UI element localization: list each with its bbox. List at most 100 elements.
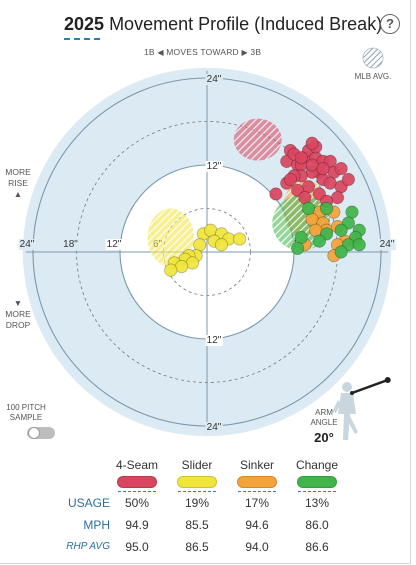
pitch-point-4-seam [283,172,297,187]
pitch-point-change [312,234,326,248]
more-drop-label: ▼ MORE DROP [3,298,33,331]
pitch-point-slider [233,232,247,246]
tick-label-bg [62,239,80,250]
pitch-toggle-sinker[interactable] [237,476,277,488]
usage-slider: 19% [184,496,210,510]
arm-angle-value: 20° [314,430,334,445]
pitch-point-4-seam [341,172,355,187]
rhp-avg-change: 86.6 [305,540,329,554]
pill-underline [118,491,156,492]
mlb-avg-icon [362,47,384,69]
pitch-point-change [320,201,334,216]
tick-label-bg [105,239,123,250]
usage-sinker: 17% [244,496,270,510]
pitcher-head [342,382,352,392]
more-rise-line-1: MORE [5,167,31,177]
pitch-point-4-seam [316,162,330,176]
mlb-avg-4-seam [233,118,282,161]
pitch-point-4-seam [269,187,283,201]
toggle-knob [28,427,40,439]
mph-slider: 85.5 [185,518,209,532]
tick-label-bg [205,161,223,172]
more-rise-line-2: RISE [8,178,28,188]
usage-4seam: 50% [124,496,150,510]
pitch-point-slider [214,238,229,252]
usage-change: 13% [304,496,330,510]
title-year: 2025 [64,14,105,34]
pitch-toggle-4seam[interactable] [117,476,157,488]
pitch-point-change [334,245,348,259]
direction-middle-label: MOVES TOWARD [166,47,239,57]
arm-angle-line [350,378,389,395]
mlb-avg-legend: MLB AVG. [353,47,393,81]
tick-label-bg [378,239,396,250]
more-drop-line-2: DROP [5,320,31,330]
x-tick-label: 18" [63,239,78,250]
mph-sinker: 94.6 [245,518,269,532]
row-label-mph: MPH [83,518,110,532]
pitch-toggle-slider[interactable] [177,476,217,488]
down-arrow-icon: ▼ [13,298,23,308]
pitcher-body [338,393,356,440]
arm-label-line-1: ARM [315,408,333,417]
pitcher-leg [346,414,358,434]
pitch-point-change [334,223,348,237]
pitch-header-slider: Slider [181,458,213,472]
arm-angle-ball [384,377,391,384]
sample-toggle-label: 100 PITCH SAMPLE [3,403,49,423]
pill-underline [238,491,276,492]
pitch-point-4-seam [334,162,348,176]
pitch-header-sinker: Sinker [239,458,274,472]
pitcher-figure-icon [332,382,358,440]
pitch-sample-toggle[interactable] [27,427,55,439]
direction-label: 1B ◀ MOVES TOWARD ▶ 3B [144,47,261,57]
y-tick-label: 12" [207,161,222,172]
y-tick-label: 24" [207,74,222,85]
tick-label-bg [205,74,223,85]
mph-4seam: 94.9 [125,518,149,532]
rhp-avg-4seam: 95.0 [125,540,149,554]
page-title: 2025 Movement Profile (Induced Break) [64,14,382,35]
pitch-point-slider [164,263,178,277]
mlb-avg-hatch [233,118,282,161]
mlb-avg-hatch [147,208,194,267]
rhp-avg-slider: 86.5 [185,540,209,554]
title-underline [64,38,100,40]
pitch-toggle-change[interactable] [297,476,337,488]
x-tick-label: 24" [380,239,395,250]
pitch-point-change [301,201,316,216]
title-text: Movement Profile (Induced Break) [109,14,383,34]
more-drop-line-1: MORE [5,309,31,319]
direction-left-label: 1B [144,47,155,57]
pitch-point-change [352,238,366,252]
arrow-right-icon: ▶ [241,48,248,57]
arm-label-line-2: ANGLE [310,418,338,427]
more-rise-label: MORE RISE ▲ [3,167,33,200]
rhp-avg-sinker: 94.0 [245,540,269,554]
tick-label-bg [205,335,223,346]
pitch-point-change [291,241,305,255]
mph-change: 86.0 [305,518,329,532]
tick-label-bg [205,422,223,433]
arm-angle-shoulder [350,391,354,395]
arm-angle-label: ARM ANGLE [300,408,348,428]
sample-label-line-2: SAMPLE [9,413,43,422]
up-arrow-icon: ▲ [13,189,23,199]
direction-right-label: 3B [250,47,262,57]
x-tick-label: 12" [107,239,122,250]
arrow-left-icon: ◀ [157,48,164,57]
movement-chart: 24"18"12"6"12"24"24"12"12"24" [18,67,396,440]
help-icon[interactable]: ? [380,14,400,34]
pitch-point-4-seam [294,151,308,165]
pitch-header-change: Change [295,458,339,472]
row-label-usage: USAGE [67,496,110,510]
y-tick-label: 24" [207,422,222,433]
y-tick-label: 12" [207,335,222,346]
pill-underline [178,491,216,492]
pitch-header-4seam: 4-Seam [115,458,159,472]
mlb-avg-label: MLB AVG. [354,72,392,81]
pitcher-glove-arm [332,400,341,413]
row-label-rhp-avg: RHP AVG [66,541,110,552]
mlb-avg-slider [147,208,194,267]
